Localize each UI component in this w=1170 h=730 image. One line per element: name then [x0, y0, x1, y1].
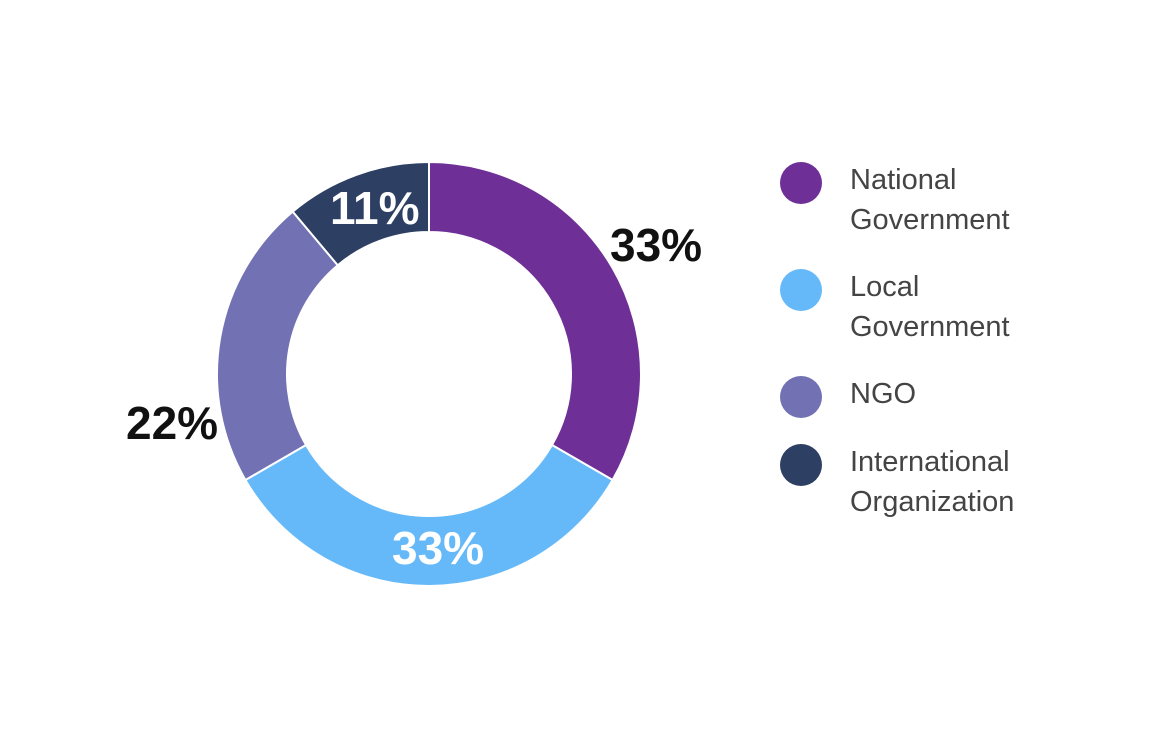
slice-local-government[interactable]	[244, 443, 614, 587]
legend-label: NGO	[850, 378, 917, 410]
label-national-government: 33%	[610, 219, 703, 271]
legend-swatch-icon	[780, 444, 822, 486]
label-local-government: 33%	[392, 522, 485, 574]
legend-swatch-icon	[780, 162, 822, 204]
legend-label: International	[850, 446, 1010, 478]
slice-international-organization[interactable]	[291, 160, 430, 267]
legend-label: Government	[850, 204, 1010, 236]
legend-label: Organization	[850, 486, 1015, 518]
label-international-organization: 11%	[330, 182, 420, 234]
legend-swatch-icon	[780, 376, 822, 418]
slice-national-government[interactable]	[428, 160, 642, 482]
legend-label: Government	[850, 311, 1010, 343]
slice-ngo[interactable]	[216, 210, 340, 482]
legend-swatch-icon	[780, 269, 822, 311]
legend-label: Local	[850, 271, 920, 303]
label-ngo: 22%	[126, 397, 219, 449]
legend-label: National	[850, 164, 957, 196]
